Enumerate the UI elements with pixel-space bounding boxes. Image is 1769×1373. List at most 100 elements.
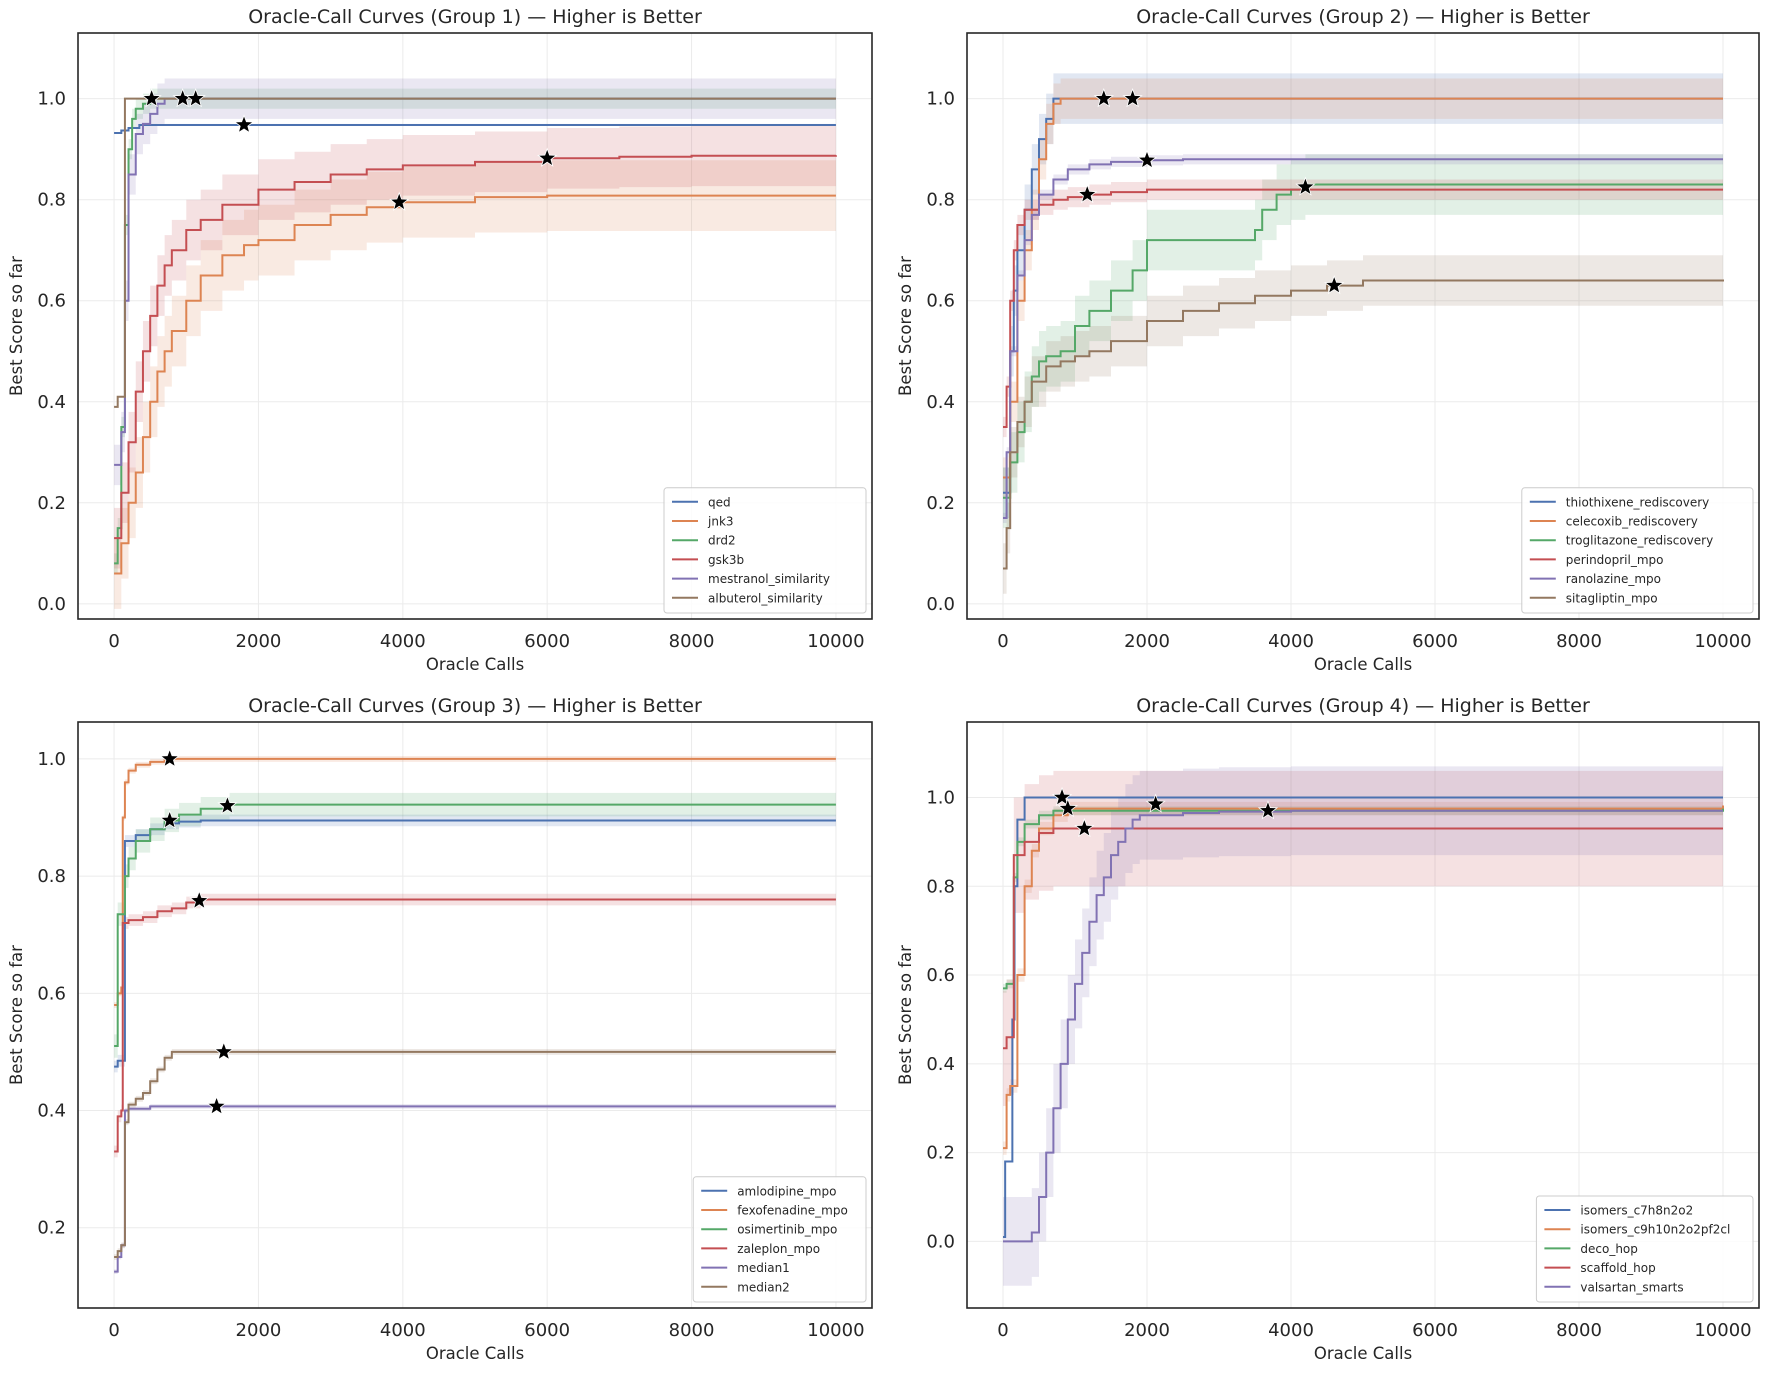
legend-label-median1: median1 xyxy=(737,1261,790,1275)
axes-frame xyxy=(77,721,873,1309)
legend-box xyxy=(692,1176,867,1303)
x-axis-label: Oracle Calls xyxy=(426,655,524,674)
best-star-isomers_c7h8n2o2 xyxy=(1051,786,1073,807)
legend-label-gsk3b: gsk3b xyxy=(708,553,744,567)
best-star-deco_hop xyxy=(1145,793,1166,813)
series-line-qed xyxy=(114,123,836,135)
y-tick-label: 0.8 xyxy=(37,190,66,211)
band-thiothixene_rediscovery xyxy=(1003,73,1723,518)
y-tick-label: 0.4 xyxy=(37,392,66,413)
y-axis-label: Best Score so far xyxy=(7,945,26,1085)
series-line-scaffold_hop xyxy=(1003,827,1723,1050)
series-line-sitagliptin_mpo xyxy=(1003,279,1724,570)
legend-box xyxy=(1521,487,1754,614)
legend-label-amlodipine_mpo: amlodipine_mpo xyxy=(737,1184,836,1198)
x-tick-label: 4000 xyxy=(1268,631,1314,652)
chart-title: Oracle-Call Curves (Group 1) — Higher is… xyxy=(248,6,702,28)
y-tick-label: 0.6 xyxy=(37,983,66,1004)
legend-label-osimertinib_mpo: osimertinib_mpo xyxy=(737,1223,837,1237)
legend-label-valsartan_smarts: valsartan_smarts xyxy=(1580,1280,1683,1294)
y-tick-label: 0.0 xyxy=(37,594,66,615)
legend-label-median2: median2 xyxy=(737,1280,790,1294)
y-tick-label: 0.0 xyxy=(926,594,955,615)
series-line-ranolazine_mpo xyxy=(1003,158,1723,519)
legend: amlodipine_mpo fexofenadine_mpo osimertini… xyxy=(692,1176,867,1303)
legend-label-mestranol_similarity: mestranol_similarity xyxy=(708,572,830,586)
plot-series xyxy=(1003,766,1724,1286)
y-tick-label: 0.8 xyxy=(926,876,955,897)
legend-label-scaffold_hop: scaffold_hop xyxy=(1580,1261,1655,1275)
legend-label-zaleplon_mpo: zaleplon_mpo xyxy=(737,1242,820,1256)
x-tick-label: 2000 xyxy=(236,1320,282,1341)
y-tick-label: 0.0 xyxy=(926,1231,955,1252)
best-star-celecoxib_rediscovery xyxy=(1122,88,1143,108)
legend-label-isomers_c9h10n2o2pf2cl: isomers_c9h10n2o2pf2cl xyxy=(1580,1223,1730,1237)
x-tick-label: 0 xyxy=(108,631,119,652)
y-tick-label: 0.2 xyxy=(37,493,66,514)
best-star-scaffold_hop xyxy=(1074,817,1095,838)
y-tick-label: 1.0 xyxy=(926,89,955,110)
series-line-fexofenadine_mpo xyxy=(114,757,836,1007)
series-line-isomers_c9h10n2o2pf2cl xyxy=(1003,805,1724,1150)
y-tick-label: 0.2 xyxy=(926,1143,955,1164)
x-tick-label: 8000 xyxy=(669,631,715,652)
legend: qed jnk3 drd2 gsk3b mestranol_similarityalbu… xyxy=(663,487,867,614)
x-tick-label: 10000 xyxy=(1694,631,1751,652)
band-valsartan_smarts xyxy=(1003,766,1723,1286)
series-line-median2 xyxy=(114,1050,836,1259)
y-tick-label: 0.6 xyxy=(37,291,66,312)
legend-box xyxy=(1535,1195,1754,1303)
legend-label-isomers_c7h8n2o2: isomers_c7h8n2o2 xyxy=(1580,1204,1693,1218)
x-axis-label: Oracle Calls xyxy=(1314,1344,1412,1363)
x-axis-label: Oracle Calls xyxy=(1314,655,1412,674)
legend-label-celecoxib_rediscovery: celecoxib_rediscovery xyxy=(1566,515,1698,529)
x-tick-label: 4000 xyxy=(380,1320,426,1341)
legend-label-qed: qed xyxy=(708,495,731,509)
y-tick-label: 0.4 xyxy=(926,392,955,413)
y-tick-label: 0.6 xyxy=(926,965,955,986)
series-line-valsartan_smarts xyxy=(1003,809,1723,1243)
legend-label-ranolazine_mpo: ranolazine_mpo xyxy=(1566,572,1661,586)
y-axis-label: Best Score so far xyxy=(896,256,915,396)
x-tick-label: 6000 xyxy=(524,631,570,652)
y-tick-label: 0.6 xyxy=(926,291,955,312)
y-tick-label: 0.8 xyxy=(926,190,955,211)
y-tick-label: 1.0 xyxy=(37,749,66,770)
band-osimertinib_mpo xyxy=(114,792,836,1058)
series-line-mestranol_similarity xyxy=(114,97,836,466)
best-star-jnk3 xyxy=(389,191,410,211)
best-star-zaleplon_mpo xyxy=(189,890,210,910)
y-tick-label: 1.0 xyxy=(37,89,66,110)
best-star-valsartan_smarts xyxy=(1257,800,1279,820)
x-tick-label: 10000 xyxy=(1694,1320,1751,1341)
y-axis-label: Best Score so far xyxy=(896,945,915,1085)
chart-title: Oracle-Call Curves (Group 4) — Higher is… xyxy=(1136,695,1590,717)
best-star-perindopril_mpo xyxy=(1077,184,1098,204)
chart-panel-4: 0 2000 4000 6000 8000 10000 0.0 0.2 0.4 0.6 0.8 1.0… xyxy=(896,695,1760,1363)
x-tick-label: 0 xyxy=(997,1320,1008,1341)
legend-label-troglitazone_rediscovery: troglitazone_rediscovery xyxy=(1566,534,1713,548)
best-star-isomers_c9h10n2o2pf2cl xyxy=(1057,797,1078,818)
legend-label-fexofenadine_mpo: fexofenadine_mpo xyxy=(737,1204,848,1218)
x-tick-label: 8000 xyxy=(1556,1320,1602,1341)
x-tick-label: 8000 xyxy=(669,1320,715,1341)
x-tick-label: 10000 xyxy=(807,1320,864,1341)
series-line-albuterol_similarity xyxy=(114,97,836,408)
series-line-osimertinib_mpo xyxy=(114,803,836,1048)
x-axis-label: Oracle Calls xyxy=(426,1344,524,1363)
legend-label-albuterol_similarity: albuterol_similarity xyxy=(708,591,823,605)
x-tick-label: 0 xyxy=(997,631,1008,652)
plot-series xyxy=(114,755,836,1275)
axes-frame xyxy=(966,721,1760,1309)
band-jnk3 xyxy=(114,160,836,609)
y-tick-label: 0.4 xyxy=(37,1101,66,1122)
x-tick-label: 8000 xyxy=(1556,631,1602,652)
series-line-zaleplon_mpo xyxy=(114,898,836,1153)
chart-title: Oracle-Call Curves (Group 3) — Higher is… xyxy=(248,695,702,717)
x-tick-label: 6000 xyxy=(1412,631,1458,652)
chart-title: Oracle-Call Curves (Group 2) — Higher is… xyxy=(1136,6,1590,28)
x-tick-label: 2000 xyxy=(1124,631,1170,652)
y-tick-label: 1.0 xyxy=(926,787,955,808)
best-star-troglitazone_rediscovery xyxy=(1295,176,1316,196)
